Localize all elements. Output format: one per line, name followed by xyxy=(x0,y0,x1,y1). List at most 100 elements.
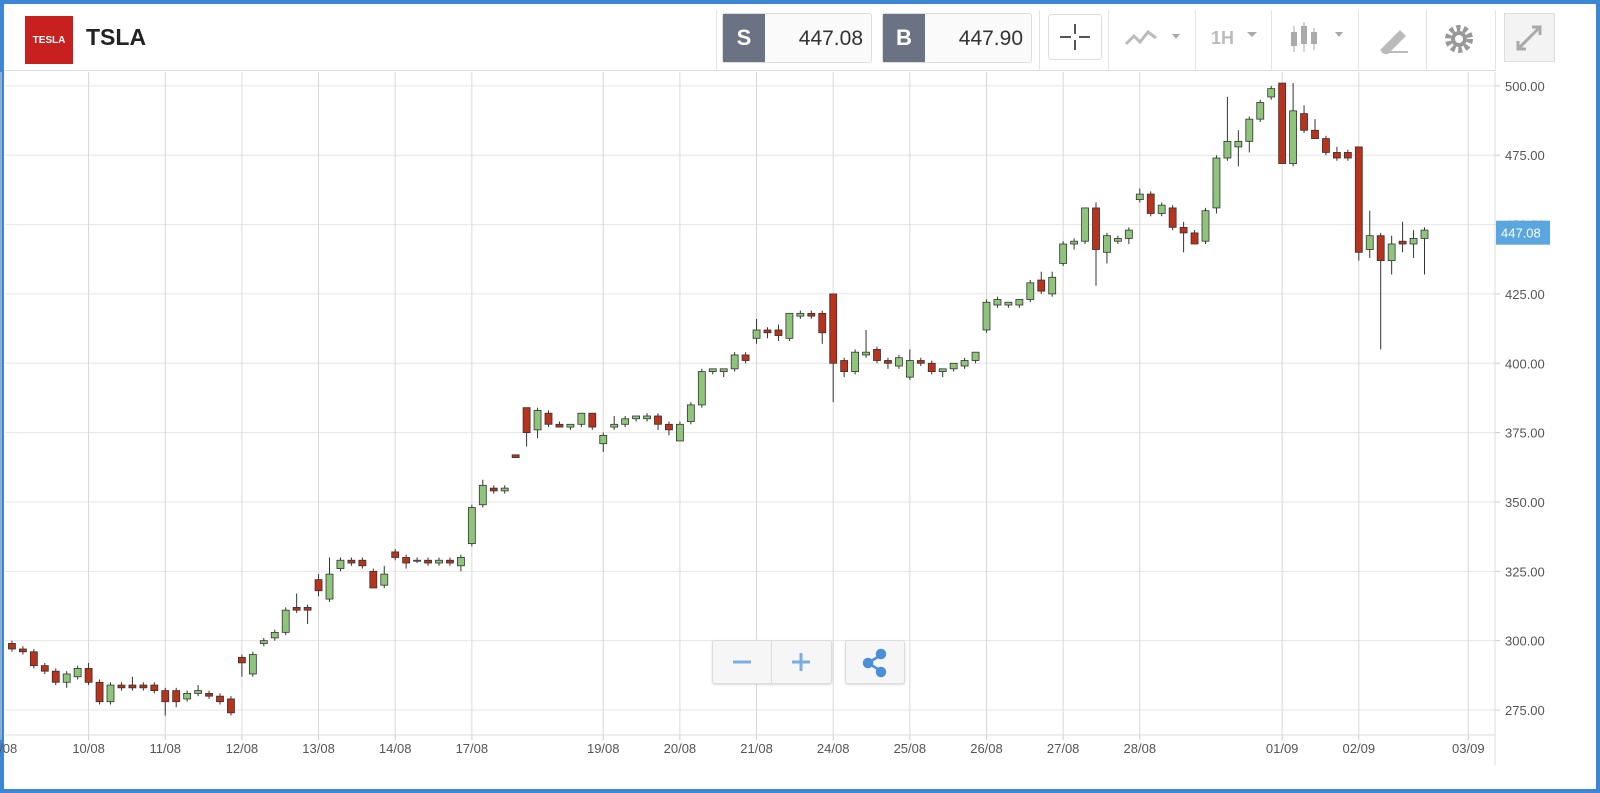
candle-body xyxy=(774,329,783,336)
y-tick-label: 350.00 xyxy=(1505,495,1545,510)
candle-body xyxy=(259,640,268,644)
separator xyxy=(1271,10,1272,70)
candle-body xyxy=(1059,243,1068,264)
candle-body xyxy=(665,423,673,431)
candle-body xyxy=(599,435,608,445)
candle-body xyxy=(851,351,859,372)
sell-button[interactable]: S 447.08 xyxy=(722,13,872,63)
candles xyxy=(8,82,1429,716)
candle-body xyxy=(697,371,706,406)
candle-body xyxy=(402,557,411,564)
candle-body xyxy=(216,695,224,703)
candle-body xyxy=(1190,232,1199,245)
candle-body xyxy=(555,423,564,428)
candle-body xyxy=(971,351,980,361)
x-tick-label: 20/08 xyxy=(664,741,697,756)
candle-body xyxy=(741,354,750,361)
candle-body xyxy=(281,609,290,633)
candle-body xyxy=(785,312,794,339)
candle-body xyxy=(1168,207,1177,228)
candle-body xyxy=(763,329,772,334)
candle-body xyxy=(686,404,695,422)
separator xyxy=(716,10,717,70)
x-tick-label: 07/08 xyxy=(0,741,17,756)
x-tick-label: 27/08 xyxy=(1047,741,1080,756)
candle-body xyxy=(1333,152,1341,159)
candle-body xyxy=(150,684,159,692)
candle-body xyxy=(1179,226,1188,234)
candle-body xyxy=(1234,140,1243,148)
candle-body xyxy=(927,362,936,372)
candle-body xyxy=(1048,276,1057,295)
candle-body xyxy=(1256,102,1265,120)
timeframe[interactable]: 1H xyxy=(1211,28,1235,48)
separator xyxy=(1358,10,1359,70)
separator xyxy=(1195,10,1196,70)
settings-button[interactable] xyxy=(1442,22,1476,56)
draw-tool-button[interactable] xyxy=(1376,22,1412,54)
chart-type-button[interactable] xyxy=(1122,22,1186,52)
candle-body xyxy=(380,573,389,586)
candle-body xyxy=(1267,88,1276,98)
candle-body xyxy=(1409,238,1418,245)
candle-body xyxy=(139,684,148,689)
candle-body xyxy=(544,412,553,425)
x-tick-label: 10/08 xyxy=(72,741,105,756)
buy-button[interactable]: B 447.90 xyxy=(882,13,1032,63)
candle-body xyxy=(1278,82,1287,164)
candle-body xyxy=(1124,229,1133,239)
fullscreen-button[interactable] xyxy=(1504,13,1556,63)
candle-body xyxy=(1376,235,1385,262)
candle-body xyxy=(1103,235,1111,253)
x-tick-label: 03/09 xyxy=(1452,741,1485,756)
candle-body xyxy=(676,423,684,442)
candle-body xyxy=(643,415,651,420)
candle-body xyxy=(117,684,126,689)
candle-body xyxy=(993,299,1002,306)
sell-price: 447.08 xyxy=(798,27,863,50)
x-tick-label: 11/08 xyxy=(149,741,181,756)
candle-body xyxy=(1135,193,1144,201)
candle-body xyxy=(1343,152,1352,159)
candle-body xyxy=(303,606,312,611)
header: TESLA TSLA S 447.08 B 447.90 1H xyxy=(4,4,1496,71)
candle-body xyxy=(949,362,958,370)
y-tick-label: 275.00 xyxy=(1505,703,1545,718)
candle-body xyxy=(62,673,71,683)
candle-body xyxy=(1365,235,1374,250)
candle-body xyxy=(489,487,498,492)
candle-body xyxy=(292,606,301,611)
share-button[interactable] xyxy=(845,640,905,684)
candle-body xyxy=(478,484,487,506)
candle-body xyxy=(982,301,991,331)
zoom-in[interactable] xyxy=(792,653,810,671)
candle-body xyxy=(895,357,903,367)
candle-body xyxy=(183,692,192,700)
candle-body xyxy=(1289,110,1297,164)
candle-body xyxy=(500,487,509,492)
y-tick-label: 500.00 xyxy=(1505,79,1545,94)
separator xyxy=(1426,10,1427,70)
candle-body xyxy=(1398,240,1407,245)
y-tick-label: 300.00 xyxy=(1505,634,1545,649)
zoom-controls xyxy=(712,640,832,684)
candle-body xyxy=(314,579,323,592)
candle-body xyxy=(128,684,137,689)
candle-body xyxy=(862,351,870,356)
crosshair-button[interactable] xyxy=(1048,14,1102,60)
y-tick-label: 400.00 xyxy=(1505,356,1545,371)
y-tick-label: 375.00 xyxy=(1505,426,1545,441)
dropdown-arrow xyxy=(1247,32,1257,37)
candle-body xyxy=(369,570,378,589)
candle-body xyxy=(511,454,520,458)
candle-body xyxy=(1114,238,1122,242)
candle-body xyxy=(95,681,104,703)
candle-body xyxy=(632,415,640,420)
candle-body xyxy=(938,368,947,372)
candle-body xyxy=(161,690,170,703)
candle-type-button[interactable] xyxy=(1287,20,1347,56)
candle-body xyxy=(577,412,586,425)
last-price-tag xyxy=(1496,220,1550,245)
separator xyxy=(1495,10,1496,70)
